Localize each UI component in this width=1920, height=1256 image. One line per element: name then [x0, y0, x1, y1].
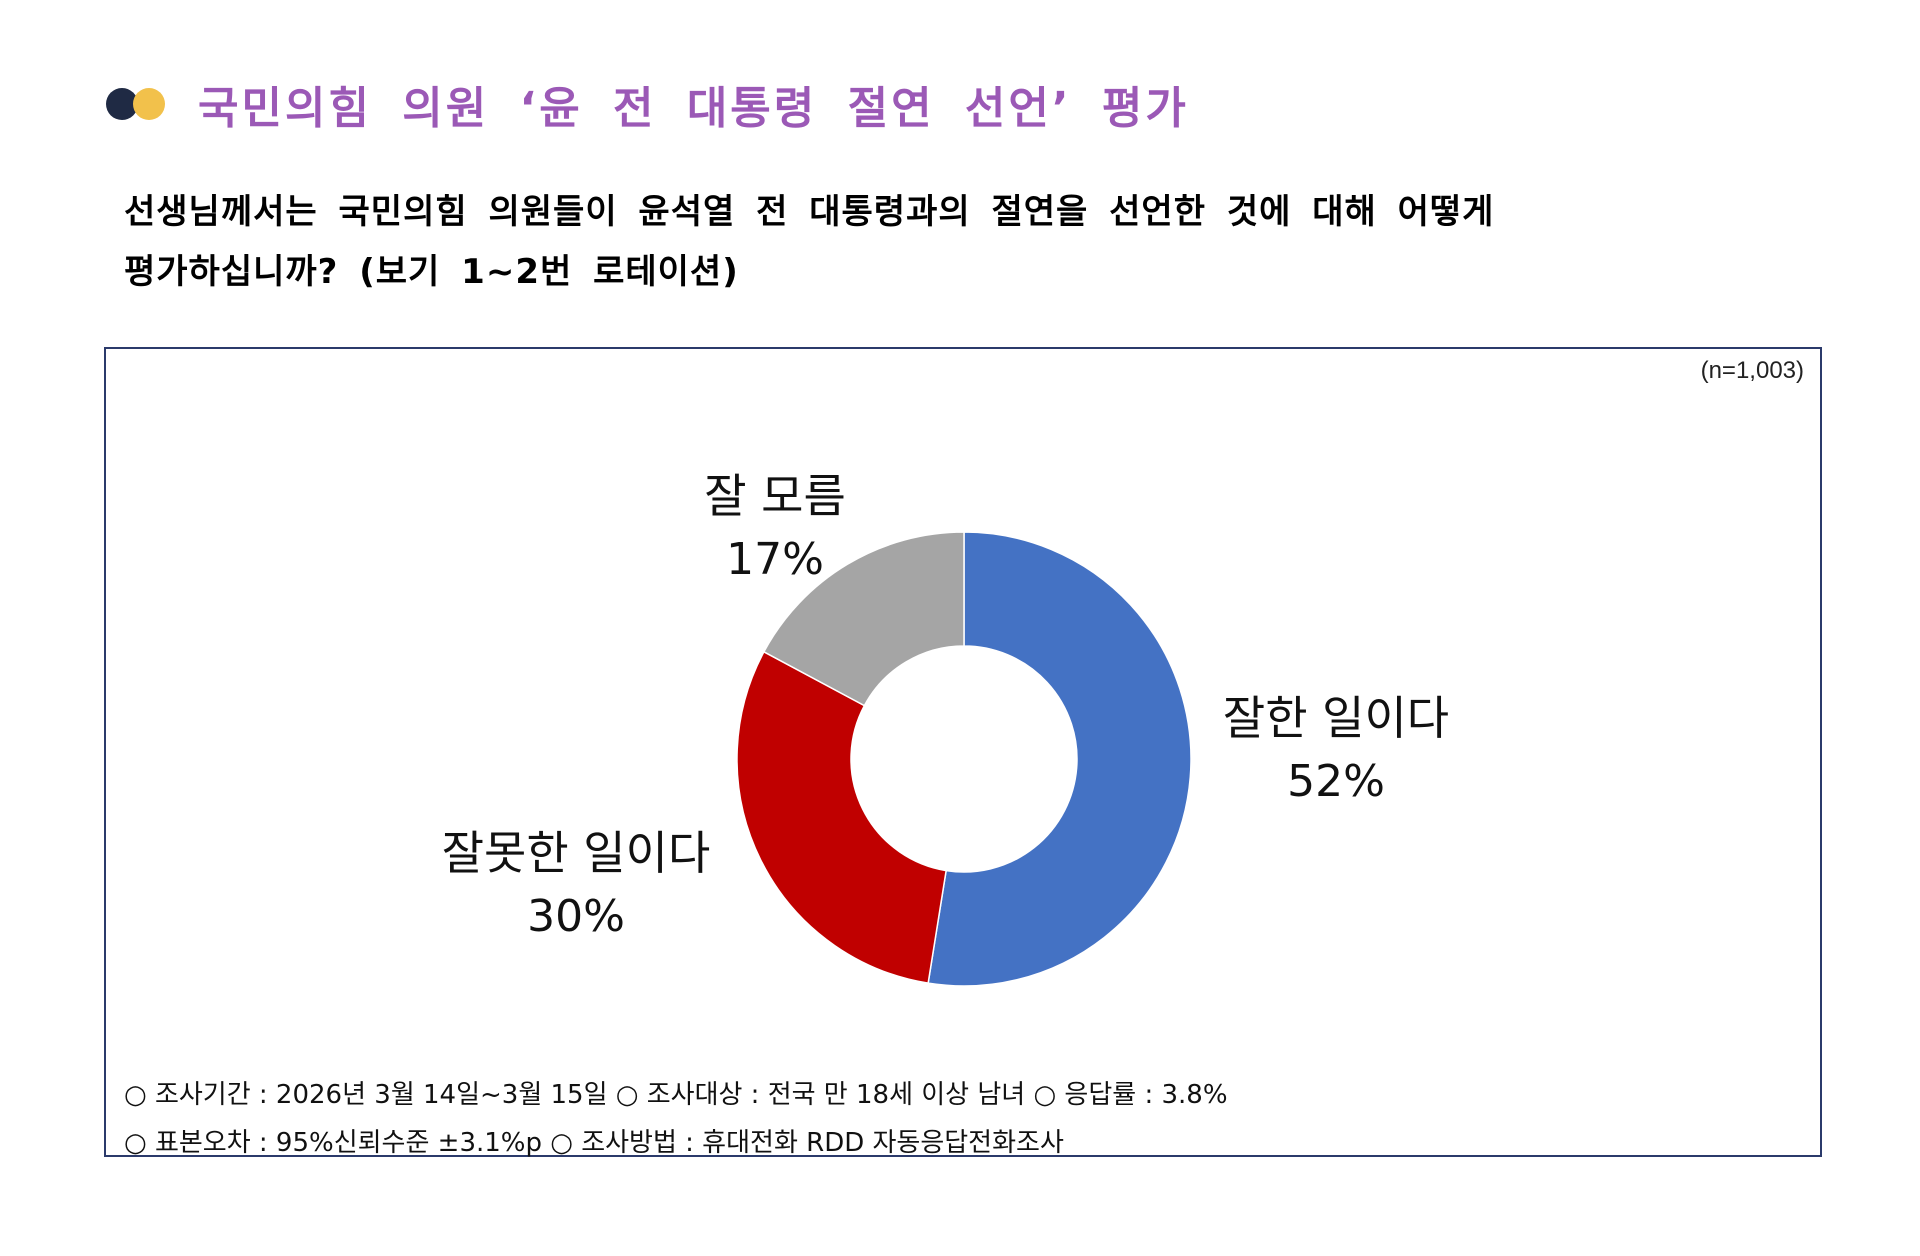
- slice-value-label-2: 30%: [527, 891, 625, 942]
- question-line-2: 평가하십니까? (보기 1~2번 로테이션): [124, 252, 739, 292]
- navy-dot-icon: [106, 88, 138, 120]
- survey-question: 선생님께서는 국민의힘 의원들이 윤석열 전 대통령과의 절연을 선언한 것에 …: [124, 182, 1684, 302]
- question-line-1: 선생님께서는 국민의힘 의원들이 윤석열 전 대통령과의 절연을 선언한 것에 …: [124, 192, 1495, 232]
- sample-size-label: (n=1,003): [1700, 357, 1804, 384]
- donut-slice-2: [736, 650, 948, 985]
- footnote-line-1: ○ 조사기간 : 2026년 3월 14일~3월 15일 ○ 조사대상 : 전국…: [124, 1080, 1228, 1110]
- chart-frame: (n=1,003) 잘한 일이다 52% 잘못한 일이다 30% 잘 모름 17% ○ 조…: [104, 347, 1822, 1158]
- slice-value-label-1: 52%: [1287, 756, 1385, 807]
- slice-category-label-3: 잘 모름: [704, 469, 846, 523]
- donut-chart: 잘한 일이다 52% 잘못한 일이다 30% 잘 모름 17%: [442, 469, 1449, 987]
- footnote-line-2: ○ 표본오차 : 95%신뢰수준 ±3.1%p ○ 조사방법 : 휴대전화 RD…: [124, 1128, 1064, 1158]
- slice-category-label-1: 잘한 일이다: [1223, 691, 1449, 745]
- survey-footnotes: ○ 조사기간 : 2026년 3월 14일~3월 15일 ○ 조사대상 : 전국…: [124, 1071, 1228, 1167]
- donut-slice-3: [762, 531, 965, 707]
- page-title: 국민의힘 의원 ‘윤 전 대통령 절연 선언’ 평가: [198, 83, 1189, 134]
- slice-category-label-2: 잘못한 일이다: [442, 826, 711, 880]
- gold-dot-icon: [133, 88, 165, 120]
- slice-value-label-3: 17%: [726, 534, 824, 585]
- title-bullet-dots: [106, 88, 166, 122]
- donut-slice-1: [927, 531, 1192, 987]
